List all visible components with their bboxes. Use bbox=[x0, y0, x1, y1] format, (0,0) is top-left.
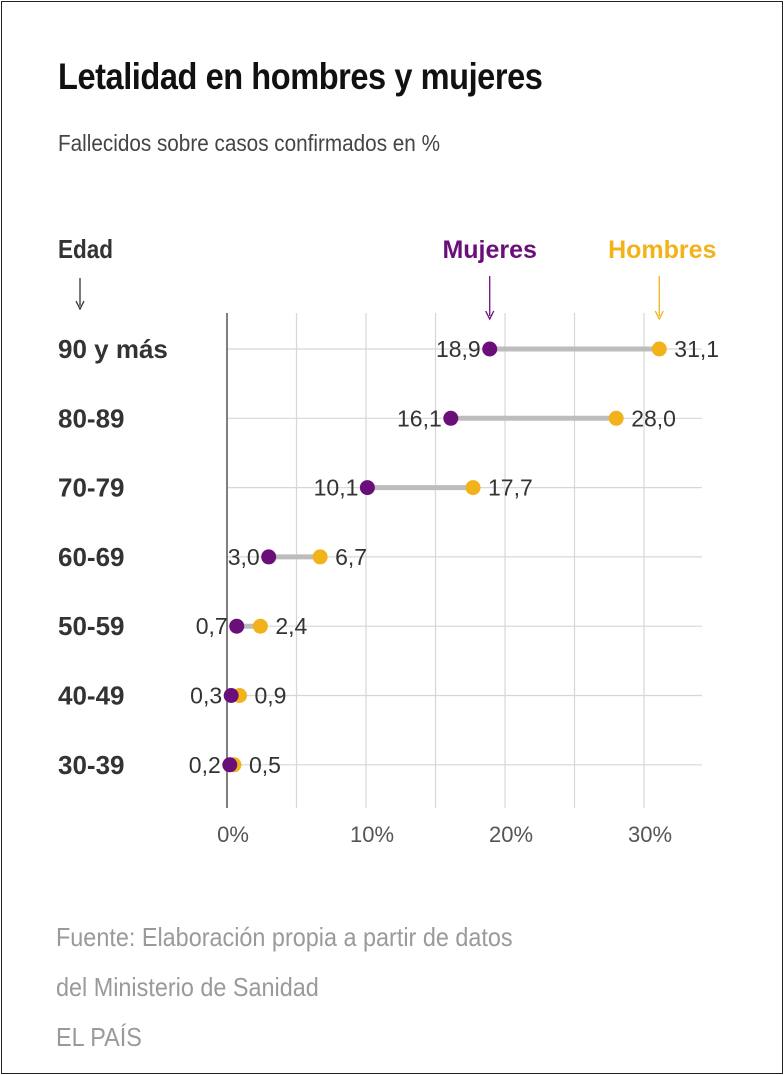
hombres-point bbox=[252, 618, 268, 634]
hombres-value-label: 6,7 bbox=[335, 544, 367, 570]
mujeres-point bbox=[222, 757, 238, 773]
mujeres-value-label: 18,9 bbox=[436, 336, 481, 362]
category-label: 90 y más bbox=[58, 334, 168, 364]
mujeres-point bbox=[443, 410, 459, 426]
chart-title: Letalidad en hombres y mujeres bbox=[58, 56, 543, 97]
category-label: 40-49 bbox=[58, 681, 125, 711]
hombres-value-label: 28,0 bbox=[631, 405, 676, 431]
mujeres-value-label: 3,0 bbox=[228, 544, 260, 570]
legend-hombres: Hombres bbox=[608, 236, 716, 264]
hombres-point bbox=[608, 410, 624, 426]
mujeres-point bbox=[261, 549, 277, 565]
category-label: 30-39 bbox=[58, 750, 125, 780]
x-tick-label: 10% bbox=[350, 822, 394, 847]
source-line-2: del Ministerio de Sanidad bbox=[56, 972, 319, 1002]
mujeres-point bbox=[482, 341, 498, 357]
hombres-point bbox=[651, 341, 667, 357]
mujeres-value-label: 0,2 bbox=[189, 752, 221, 778]
hombres-value-label: 31,1 bbox=[674, 336, 719, 362]
legend-mujeres: Mujeres bbox=[442, 236, 536, 264]
category-label: 80-89 bbox=[58, 403, 125, 433]
row-header-label: Edad bbox=[58, 234, 113, 264]
hombres-value-label: 0,5 bbox=[249, 752, 281, 778]
category-label: 50-59 bbox=[58, 611, 125, 641]
category-label: 70-79 bbox=[58, 473, 125, 503]
mujeres-value-label: 10,1 bbox=[314, 475, 359, 501]
hombres-point bbox=[312, 549, 328, 565]
chart-subtitle: Fallecidos sobre casos confirmados en % bbox=[58, 130, 440, 156]
x-tick-label: 0% bbox=[217, 822, 249, 847]
hombres-value-label: 17,7 bbox=[488, 475, 533, 501]
hombres-point bbox=[465, 480, 481, 496]
mujeres-value-label: 0,7 bbox=[196, 613, 228, 639]
mujeres-point bbox=[229, 618, 245, 634]
source-line-1: Fuente: Elaboración propia a partir de d… bbox=[56, 922, 513, 952]
x-tick-label: 30% bbox=[628, 822, 672, 847]
category-label: 60-69 bbox=[58, 542, 125, 572]
row-header-arrowhead bbox=[75, 300, 85, 311]
hombres-value-label: 0,9 bbox=[255, 683, 287, 709]
mujeres-point bbox=[223, 688, 239, 703]
mujeres-point bbox=[359, 480, 375, 496]
source-line-3: EL PAÍS bbox=[56, 1022, 142, 1052]
mujeres-value-label: 16,1 bbox=[397, 405, 442, 431]
hombres-value-label: 2,4 bbox=[275, 613, 307, 639]
mujeres-value-label: 0,3 bbox=[190, 683, 222, 709]
legend-mujeres-arrowhead bbox=[485, 310, 495, 321]
x-tick-label: 20% bbox=[489, 822, 533, 847]
legend-hombres-arrowhead bbox=[654, 310, 664, 321]
